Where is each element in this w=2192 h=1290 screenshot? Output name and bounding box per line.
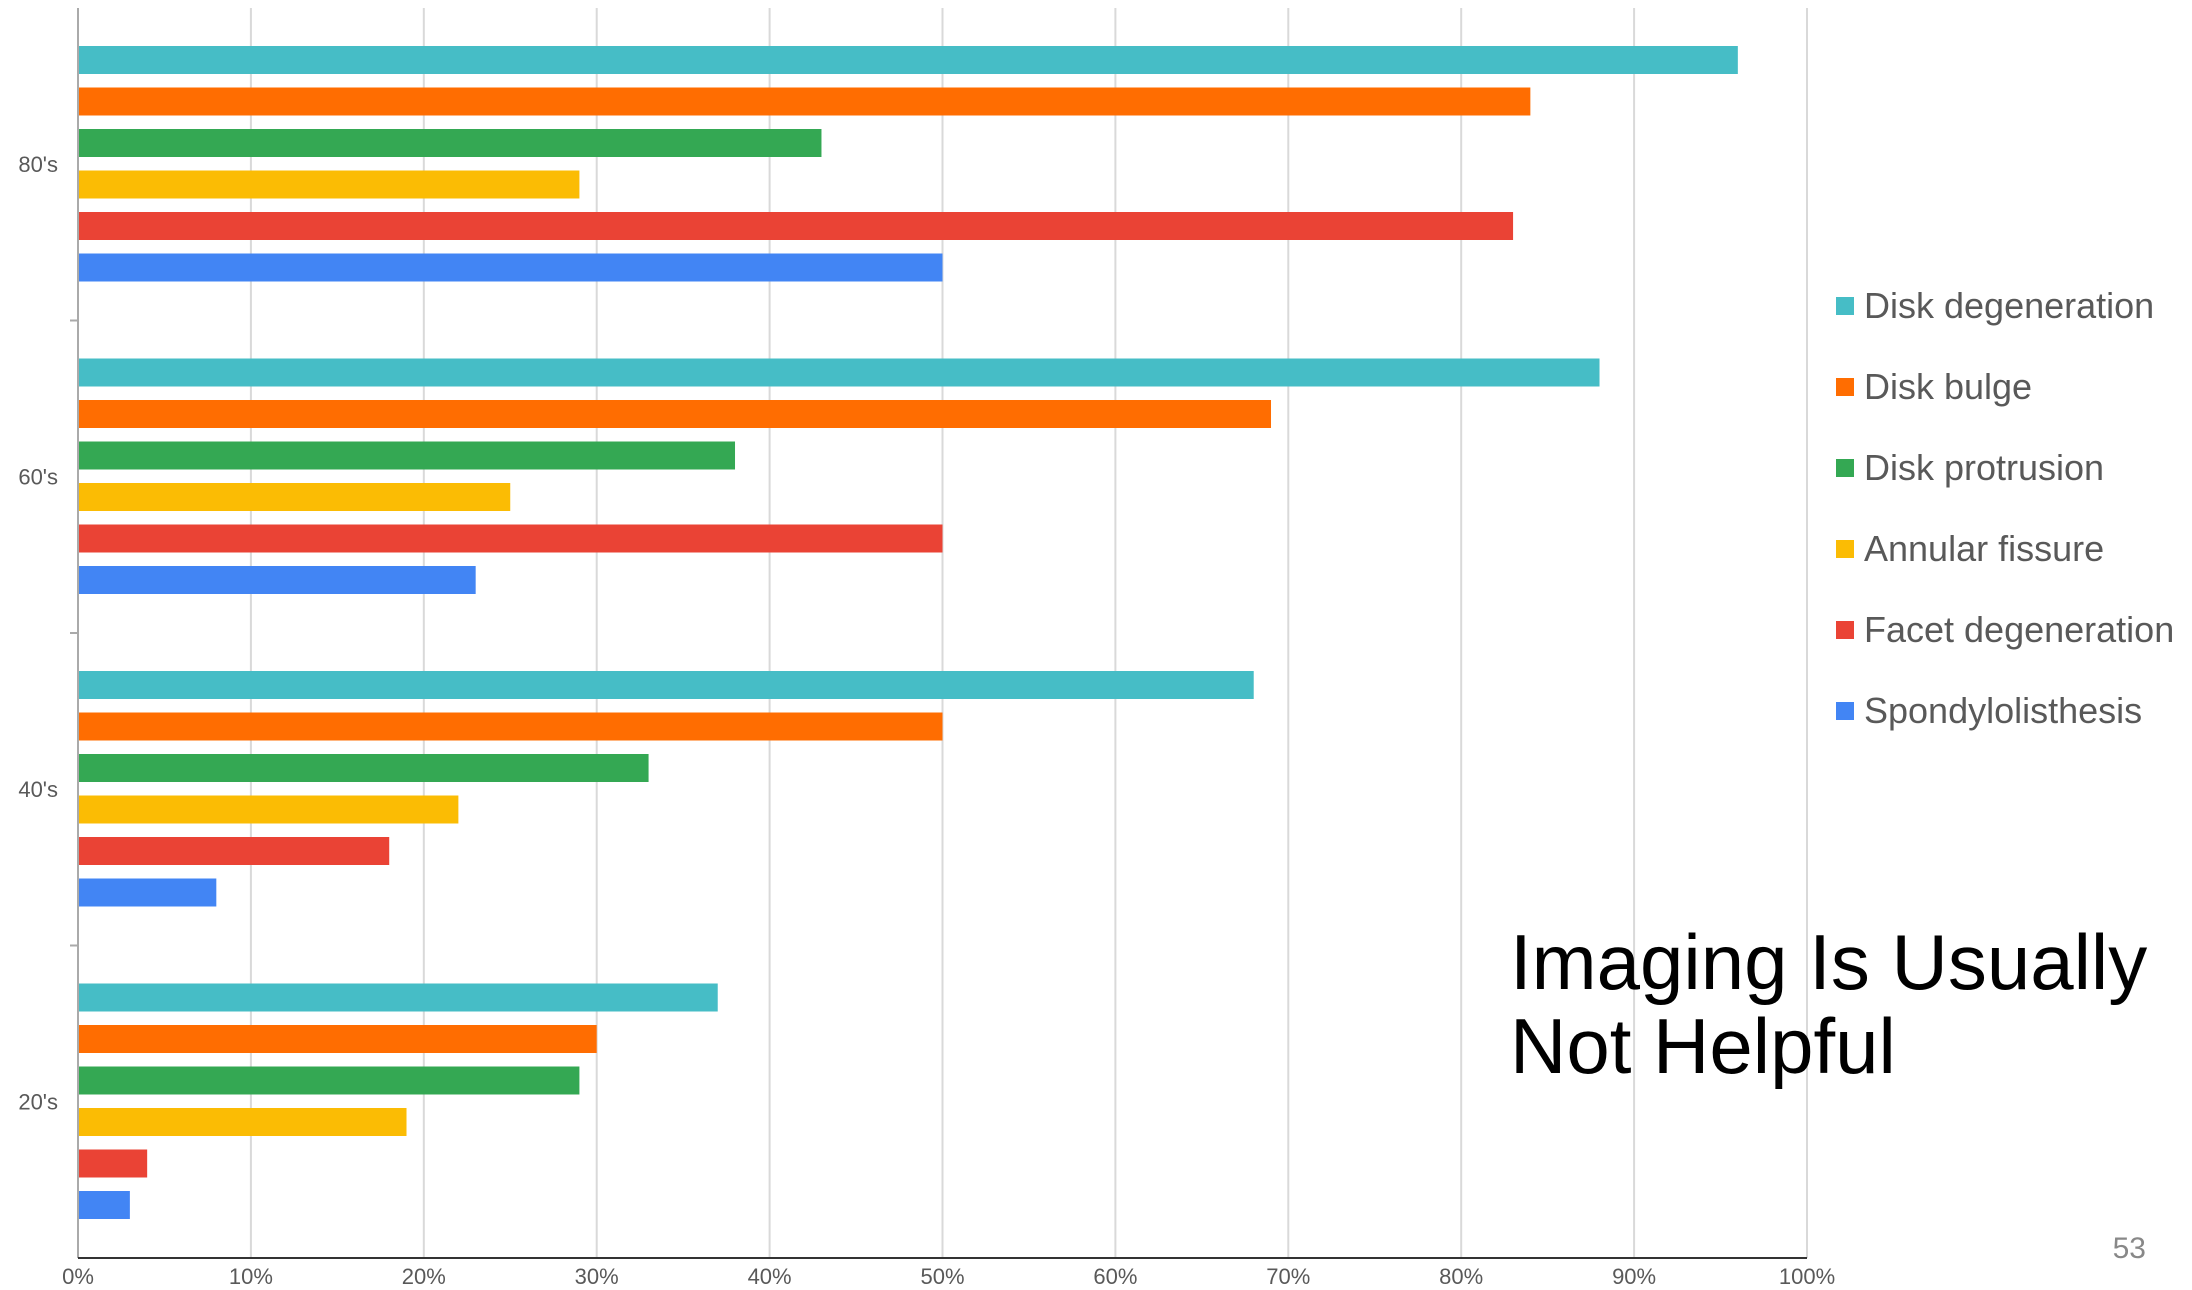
x-tick-label: 10% (229, 1264, 273, 1289)
legend-label: Disk degeneration (1864, 285, 2154, 326)
bar (78, 671, 1254, 699)
legend-swatch (1836, 540, 1854, 558)
legend: Disk degeneration Disk bulge Disk protrusi… (1836, 285, 2174, 731)
bar (78, 483, 510, 511)
bar (78, 171, 579, 199)
bar (78, 88, 1530, 116)
slide-title-line-1: Imaging Is Usually (1510, 920, 2170, 1004)
x-tick-label: 90% (1612, 1264, 1656, 1289)
bar (78, 212, 1513, 240)
legend-swatch (1836, 702, 1854, 720)
legend-swatch (1836, 459, 1854, 477)
legend-label: Disk protrusion (1864, 447, 2104, 488)
category-label: 60's (18, 464, 58, 489)
x-tick-label: 20% (402, 1264, 446, 1289)
bar (78, 1067, 579, 1095)
category-label: 20's (18, 1089, 58, 1114)
legend-swatch (1836, 621, 1854, 639)
x-tick-label: 80% (1439, 1264, 1483, 1289)
bar (78, 754, 649, 782)
bar (78, 46, 1738, 74)
bar (78, 1108, 407, 1136)
legend-swatch (1836, 297, 1854, 315)
slide-title-line-2: Not Helpful (1510, 1004, 2170, 1088)
bar (78, 984, 718, 1012)
legend-label: Annular fissure (1864, 528, 2104, 569)
bar (78, 442, 735, 470)
legend-swatch (1836, 378, 1854, 396)
x-tick-label: 100% (1779, 1264, 1835, 1289)
bar (78, 129, 821, 157)
bar (78, 1191, 130, 1219)
x-tick-label: 0% (62, 1264, 94, 1289)
bar (78, 1150, 147, 1178)
category-label: 80's (18, 152, 58, 177)
legend-label: Disk bulge (1864, 366, 2032, 407)
page-number: 53 (2113, 1232, 2146, 1266)
category-label: 40's (18, 777, 58, 802)
x-tick-labels: 0% 10% 20% 30% 40% 50% 60% 70% 80% 90% 100% (62, 1264, 1835, 1289)
bar (78, 525, 943, 553)
legend-label: Spondylolisthesis (1864, 690, 2142, 731)
bar (78, 879, 216, 907)
bar (78, 713, 943, 741)
bar-group (78, 46, 1738, 1219)
x-tick-label: 70% (1266, 1264, 1310, 1289)
bar (78, 1025, 597, 1053)
bar (78, 254, 943, 282)
bar (78, 837, 389, 865)
x-tick-label: 40% (748, 1264, 792, 1289)
bar (78, 566, 476, 594)
x-tick-label: 30% (575, 1264, 619, 1289)
legend-label: Facet degeneration (1864, 609, 2174, 650)
slide-title: Imaging Is Usually Not Helpful (1510, 920, 2170, 1088)
bar (78, 400, 1271, 428)
bar (78, 359, 1600, 387)
bar (78, 796, 458, 824)
category-labels: 80's 60's 40's 20's (18, 152, 58, 1115)
x-tick-label: 50% (920, 1264, 964, 1289)
x-tick-label: 60% (1093, 1264, 1137, 1289)
